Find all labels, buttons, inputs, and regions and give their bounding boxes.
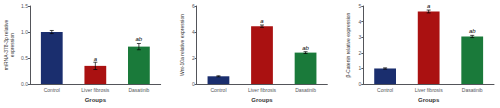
svg-text:2: 2 bbox=[359, 50, 362, 56]
svg-text:1.0: 1.0 bbox=[21, 29, 28, 35]
svg-text:a: a bbox=[94, 56, 98, 62]
svg-text:Dasatinib: Dasatinib bbox=[295, 87, 316, 93]
svg-text:4: 4 bbox=[359, 19, 362, 25]
svg-text:Dasatinib: Dasatinib bbox=[462, 87, 483, 93]
svg-text:0.0: 0.0 bbox=[21, 81, 28, 87]
svg-text:Control: Control bbox=[210, 87, 226, 93]
svg-text:Groups: Groups bbox=[85, 97, 107, 103]
svg-text:expression: expression bbox=[9, 33, 15, 57]
svg-text:0: 0 bbox=[192, 81, 195, 87]
svg-text:6: 6 bbox=[192, 3, 195, 9]
svg-text:1.5: 1.5 bbox=[21, 3, 28, 9]
svg-text:3: 3 bbox=[359, 34, 362, 40]
svg-text:Wnt-10a relative expression: Wnt-10a relative expression bbox=[179, 14, 185, 76]
svg-text:ab: ab bbox=[136, 36, 143, 42]
svg-text:Control: Control bbox=[377, 87, 393, 93]
svg-text:5: 5 bbox=[359, 3, 362, 9]
svg-text:miRNA-378-3p relative: miRNA-378-3p relative bbox=[3, 19, 9, 71]
svg-text:4: 4 bbox=[192, 29, 195, 35]
svg-text:Liver fibrosis: Liver fibrosis bbox=[415, 87, 444, 93]
svg-text:Groups: Groups bbox=[251, 97, 273, 103]
svg-text:ab: ab bbox=[469, 28, 476, 34]
svg-text:a: a bbox=[427, 3, 431, 9]
svg-text:β-Catenin relative expression: β-Catenin relative expression bbox=[345, 12, 351, 77]
svg-text:0.5: 0.5 bbox=[21, 55, 28, 61]
svg-text:Control: Control bbox=[44, 87, 60, 93]
svg-text:Groups: Groups bbox=[418, 97, 440, 103]
svg-text:ab: ab bbox=[302, 45, 309, 51]
svg-text:0: 0 bbox=[359, 81, 362, 87]
svg-text:Dasatinib: Dasatinib bbox=[128, 87, 149, 93]
svg-text:2: 2 bbox=[192, 55, 195, 61]
svg-text:a: a bbox=[260, 18, 264, 24]
svg-text:Liver fibrosis: Liver fibrosis bbox=[81, 87, 110, 93]
svg-text:Liver fibrosis: Liver fibrosis bbox=[248, 87, 277, 93]
svg-text:1: 1 bbox=[359, 65, 362, 71]
